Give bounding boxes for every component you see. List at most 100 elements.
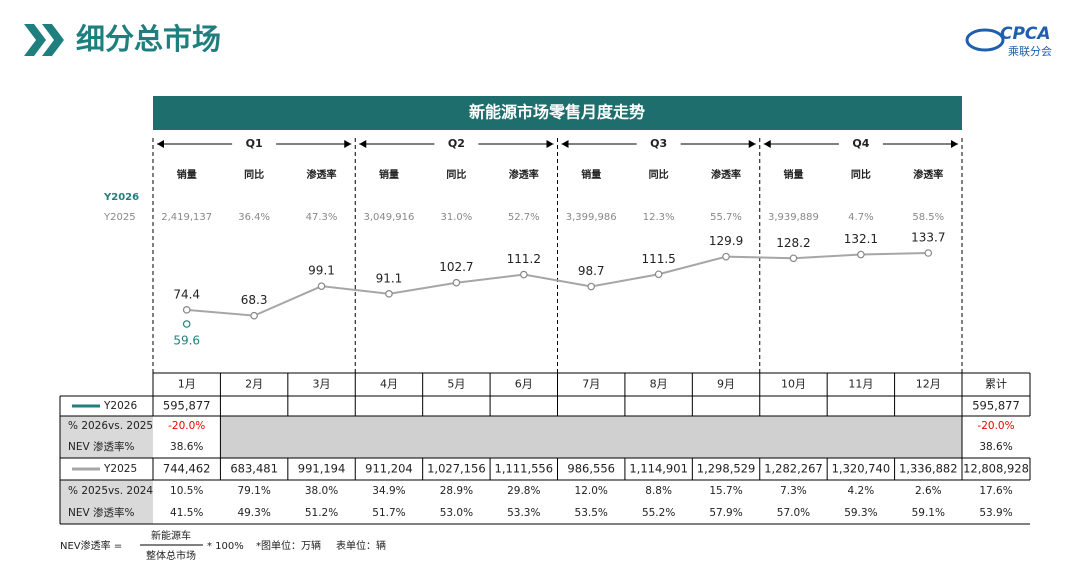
- quarter-value: 3,049,916: [364, 212, 415, 223]
- cell: 10.5%: [170, 485, 203, 497]
- metric-label: 渗透率: [711, 168, 741, 181]
- logo-sub: 乘联分会: [1008, 45, 1052, 58]
- cell: 57.0%: [777, 507, 810, 519]
- data-label: 68.3: [241, 293, 268, 307]
- cell: 1,114,901: [629, 462, 688, 476]
- cell: 4.2%: [848, 485, 875, 497]
- data-label: 102.7: [439, 260, 473, 274]
- label-bg: [60, 458, 153, 480]
- metric-label: 渗透率: [307, 168, 337, 181]
- metric-label: 渗透率: [509, 168, 539, 181]
- row-label: % 2025vs. 2024: [68, 485, 153, 497]
- column-header: 8月: [650, 378, 668, 391]
- quarter-value: 47.3%: [306, 212, 338, 223]
- quarter-label: Q1: [246, 137, 263, 150]
- arrow-head: [344, 140, 352, 148]
- page-title: 细分总市场: [76, 22, 221, 56]
- point: [857, 250, 865, 259]
- label-bg: [60, 436, 153, 458]
- quarter-value: 31.0%: [440, 212, 472, 223]
- data-label: 133.7: [911, 231, 945, 245]
- quarter-label: Q2: [448, 137, 465, 150]
- cell: 28.9%: [440, 485, 473, 497]
- footnote: 表单位：辆: [336, 539, 386, 552]
- cell: 1,320,740: [832, 462, 891, 476]
- quarter-value: 4.7%: [848, 212, 873, 223]
- cell: 8.8%: [645, 485, 672, 497]
- chart-title: 新能源市场零售月度走势: [469, 103, 645, 122]
- point: [182, 320, 191, 328]
- metric-label: 同比: [649, 168, 669, 181]
- quarter-value: 55.7%: [710, 212, 742, 223]
- cell: 79.1%: [237, 485, 270, 497]
- cell: 53.0%: [440, 507, 473, 519]
- cell: 38.0%: [305, 485, 338, 497]
- cell: 1,336,882: [899, 462, 958, 476]
- column-header: 6月: [515, 378, 533, 391]
- cell: 53.5%: [575, 507, 608, 519]
- point: [924, 249, 933, 257]
- footnote: *图单位：万辆: [256, 539, 321, 552]
- cell: -20.0%: [977, 420, 1014, 432]
- cell: 1,282,267: [764, 462, 823, 476]
- cell: 57.9%: [709, 507, 742, 519]
- label-bg: [60, 416, 153, 436]
- data-label: 99.1: [308, 264, 335, 278]
- metric-label: 同比: [446, 168, 466, 181]
- cell: 595,877: [972, 399, 1020, 413]
- metric-label: 销量: [581, 168, 601, 181]
- column-header: 9月: [717, 378, 735, 391]
- arrow-head: [748, 140, 756, 148]
- quarter-value: 12.3%: [643, 212, 675, 223]
- column-header: 11月: [848, 378, 873, 391]
- metric-label: 销量: [379, 168, 399, 181]
- quarter-label: Q4: [852, 137, 869, 150]
- point: [789, 254, 798, 263]
- cell: 911,204: [365, 462, 413, 476]
- data-label: 74.4: [173, 287, 200, 301]
- cell-bg: [220, 416, 962, 436]
- column-header: 1月: [178, 378, 196, 391]
- cell: 744,462: [163, 462, 211, 476]
- arrow-head: [546, 140, 554, 148]
- cell: 15.7%: [709, 485, 742, 497]
- data-label: 132.1: [844, 232, 878, 246]
- point: [452, 278, 461, 287]
- cell: 12,808,928: [963, 462, 1029, 476]
- metric-label: 同比: [244, 168, 264, 181]
- cell: 49.3%: [237, 507, 270, 519]
- cell: 51.2%: [305, 507, 338, 519]
- row-label: Y2026: [103, 400, 137, 412]
- cell: 38.6%: [979, 441, 1012, 453]
- quarter-value: 3,399,986: [566, 212, 617, 223]
- arrow-head: [561, 140, 569, 148]
- series-line: [186, 252, 929, 317]
- cell: 986,556: [567, 462, 615, 476]
- column-header: 累计: [985, 378, 1007, 391]
- column-header: 12月: [916, 378, 941, 391]
- arrow-head: [157, 140, 164, 148]
- cell: 17.6%: [979, 485, 1012, 497]
- cell-bg: [220, 436, 962, 458]
- cell: 683,481: [230, 462, 278, 476]
- footnote: 整体总市场: [146, 549, 196, 562]
- column-header: 4月: [380, 378, 398, 391]
- quarter-value: 36.4%: [238, 212, 270, 223]
- data-label: 98.7: [578, 264, 605, 278]
- point: [519, 270, 528, 279]
- row-label: Y2025: [103, 212, 136, 223]
- logo-mark: [965, 28, 1005, 52]
- cell: 51.7%: [372, 507, 405, 519]
- cell: 59.1%: [912, 507, 945, 519]
- point: [654, 270, 663, 279]
- row-label: Y2025: [103, 463, 137, 475]
- column-header: 7月: [582, 378, 600, 391]
- quarter-label: Q3: [650, 137, 667, 150]
- row-label: NEV 渗透率%: [68, 440, 135, 453]
- row-label: % 2026vs. 2025: [68, 420, 153, 432]
- cell: 53.3%: [507, 507, 540, 519]
- footnote: 新能源车: [151, 529, 191, 542]
- data-label: 111.2: [507, 252, 541, 266]
- column-header: 3月: [313, 378, 331, 391]
- quarter-value: 52.7%: [508, 212, 540, 223]
